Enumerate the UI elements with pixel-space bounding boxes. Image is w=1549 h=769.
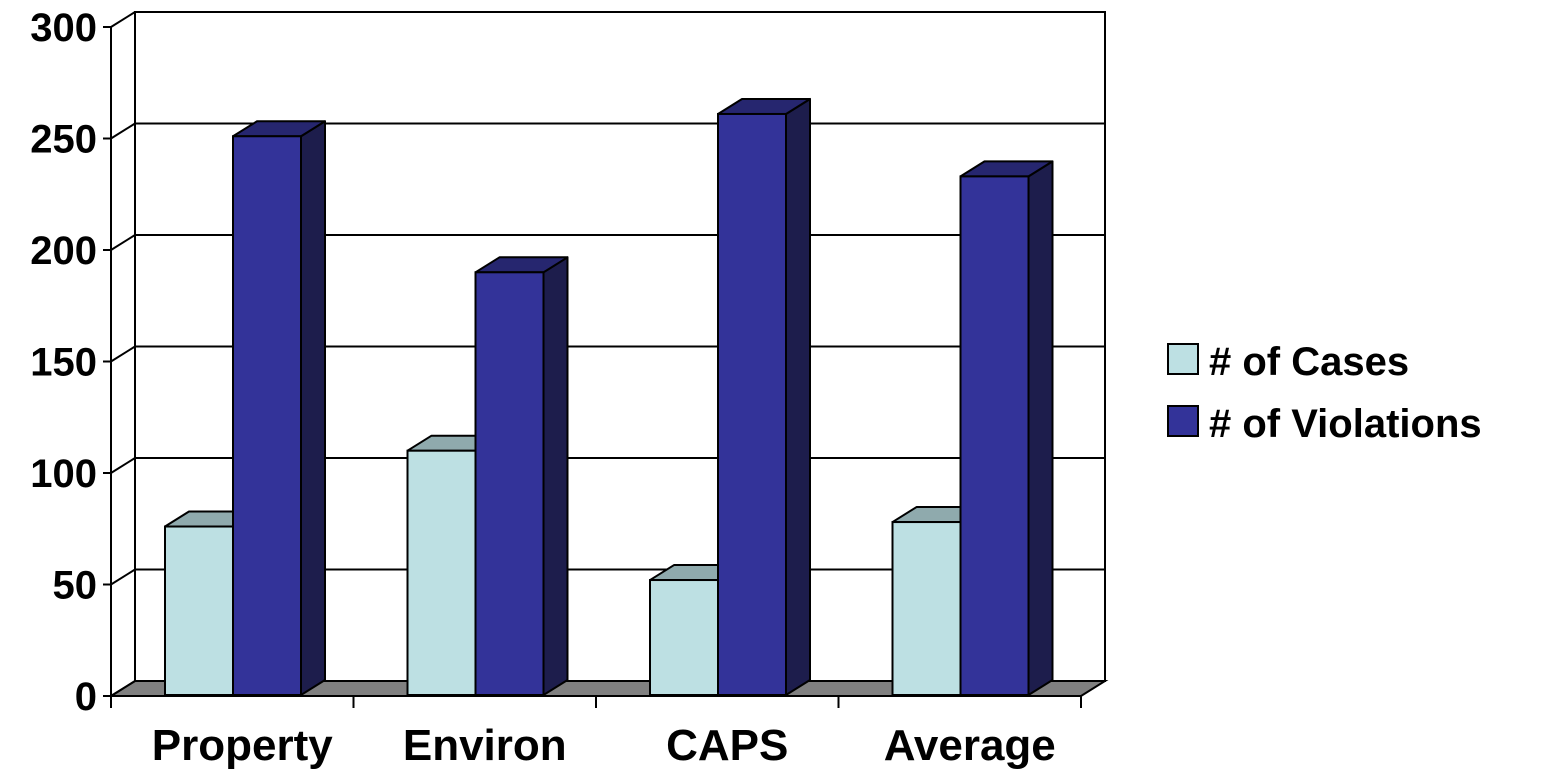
legend-swatch-cases — [1167, 343, 1199, 375]
gridline-side — [110, 11, 136, 28]
x-tick-label: Environ — [403, 721, 567, 769]
bar-front — [959, 175, 1030, 697]
legend-swatch-violations — [1167, 405, 1199, 437]
bar-side — [542, 256, 569, 696]
bar-front — [164, 525, 234, 697]
bar-side — [1027, 160, 1054, 696]
bars — [164, 97, 1054, 697]
x-tick-label: Average — [884, 721, 1056, 769]
bar-violations-property — [232, 120, 326, 696]
gridline-side — [110, 234, 136, 251]
bar-side — [300, 120, 326, 696]
gridline-side — [110, 568, 136, 586]
y-tick-label: 0 — [75, 675, 97, 719]
y-tick-labels: 0 50 100 150 200 250 300 — [30, 6, 97, 719]
bar-violations-average — [959, 160, 1054, 697]
legend-label-violations: # of Violations — [1209, 402, 1482, 446]
gridline-side — [110, 345, 136, 363]
bar-front — [891, 521, 962, 696]
bar-front — [717, 112, 787, 697]
gridline-side — [110, 680, 136, 697]
bar-front — [474, 271, 545, 696]
x-tick-label: Property — [152, 721, 333, 769]
legend: # of Cases # of Violations — [1167, 340, 1482, 446]
y-tick-label: 200 — [30, 229, 97, 273]
y-tick-label: 300 — [30, 6, 97, 50]
bar-violations-caps — [717, 97, 811, 697]
y-tick-label: 150 — [30, 341, 97, 385]
x-tick-label: CAPS — [666, 721, 788, 769]
bar-front — [406, 449, 477, 697]
x-tick-labels: Property Environ CAPS Average — [152, 721, 1056, 769]
bar-front — [232, 135, 302, 696]
bar-side — [785, 97, 811, 696]
y-tick-label: 50 — [53, 564, 98, 608]
bar-violations-environ — [474, 256, 569, 696]
bar-front — [649, 579, 719, 696]
legend-label-cases: # of Cases — [1209, 340, 1409, 384]
y-tick-label: 100 — [30, 452, 97, 496]
y-tick-label: 250 — [30, 118, 97, 162]
gridline-side — [110, 122, 136, 140]
gridline-side — [110, 457, 136, 474]
